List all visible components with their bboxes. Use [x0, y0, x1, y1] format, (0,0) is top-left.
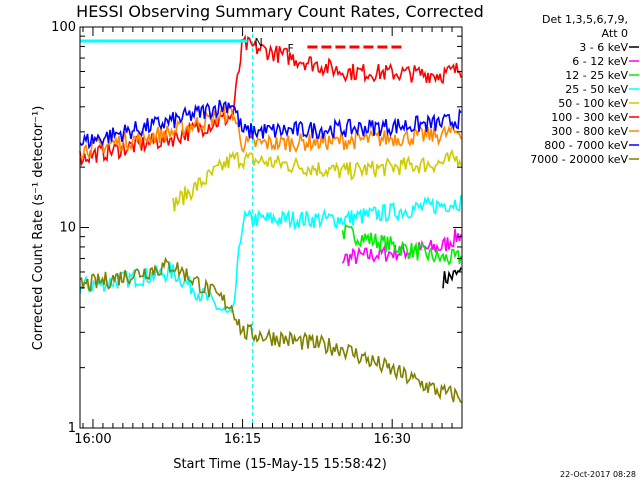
legend-header: Att 0 [602, 27, 628, 40]
legend-header: Det 1,3,5,6,7,9, [542, 13, 628, 26]
x-tick-label: 16:15 [224, 432, 261, 447]
legend-entry-label: 100 - 300 keV [551, 111, 628, 124]
series-line-8 [79, 256, 462, 404]
series-line-7 [79, 99, 462, 150]
legend-entry-label: 12 - 25 keV [565, 69, 628, 82]
legend-entry-label: 25 - 50 keV [565, 83, 628, 96]
series-line-6 [79, 105, 462, 160]
series-line-3 [79, 195, 462, 314]
y-tick-label: 10 [59, 221, 76, 236]
y-tick-label: 100 [51, 20, 76, 35]
series-line-2 [341, 223, 462, 266]
flag-annotation-n: N [255, 36, 263, 49]
y-axis-label: Corrected Count Rate (s⁻¹ detector⁻¹) [31, 106, 46, 351]
legend-entry-label: 7000 - 20000 keV [530, 153, 628, 166]
y-tick-label: 1 [68, 421, 76, 436]
series-line-5 [79, 34, 462, 167]
x-tick-label: 16:30 [373, 432, 410, 447]
series-line-4 [172, 148, 462, 212]
series-line-0 [442, 267, 462, 289]
timestamp-label: 22-Oct-2017 08:28 [560, 470, 636, 479]
x-tick-label: 16:00 [74, 432, 111, 447]
legend-entry-label: 50 - 100 keV [558, 97, 628, 110]
legend-entry-label: 300 - 800 keV [551, 125, 628, 138]
flag-annotation-f: F [287, 42, 293, 55]
legend-entry-label: 800 - 7000 keV [544, 139, 628, 152]
legend-entry-label: 3 - 6 keV [579, 41, 628, 54]
chart-title: HESSI Observing Summary Count Rates, Cor… [76, 2, 484, 21]
x-axis-label: Start Time (15-May-15 15:58:42) [173, 457, 387, 472]
legend-entry-label: 6 - 12 keV [572, 55, 628, 68]
